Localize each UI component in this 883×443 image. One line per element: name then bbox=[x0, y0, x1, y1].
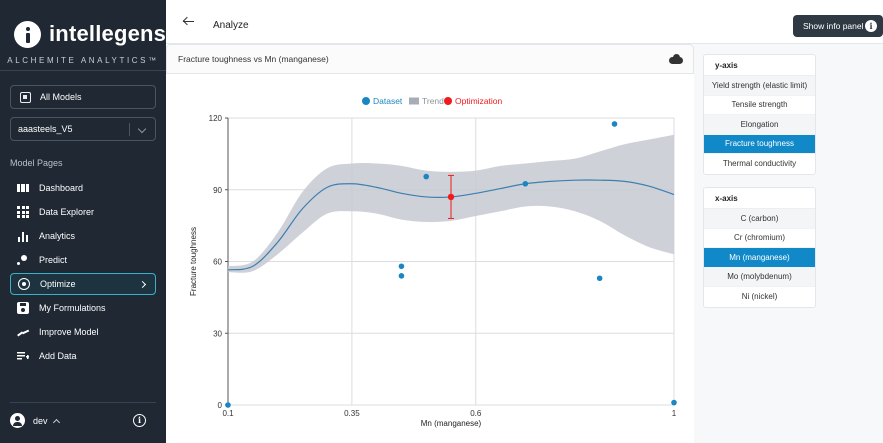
nav-item-analytics[interactable]: Analytics bbox=[10, 225, 156, 247]
nav-item-label: My Formulations bbox=[39, 303, 106, 313]
info-icon: i bbox=[865, 20, 877, 32]
user-name: dev bbox=[33, 415, 48, 426]
scatter-chart[interactable]: 0 30 60 90 120 0.1 0.35 0.6 1 Mn (manganese) Fract… bbox=[166, 74, 694, 443]
select-separator bbox=[129, 123, 130, 136]
chevron-right-icon bbox=[138, 280, 147, 289]
top-bar: Analyze Show info panel i bbox=[166, 0, 883, 44]
all-models-label: All Models bbox=[40, 92, 82, 102]
model-select-value: aaasteels_V5 bbox=[18, 124, 73, 134]
y-axis-heading: y-axis bbox=[704, 55, 815, 76]
grid-icon bbox=[17, 206, 29, 218]
model-pages-heading: Model Pages bbox=[10, 158, 63, 168]
x-tick-label: 0.35 bbox=[344, 409, 360, 418]
nav-item-label: Analytics bbox=[39, 231, 76, 241]
user-menu[interactable]: dev bbox=[10, 413, 60, 428]
nav-item-improve-model[interactable]: Improve Model bbox=[10, 321, 156, 343]
chart-panel-header: Fracture toughness vs Mn (manganese) bbox=[166, 44, 694, 74]
y-axis-label: Fracture toughness bbox=[189, 227, 198, 296]
y-tick-label: 0 bbox=[218, 401, 223, 410]
dataset-point[interactable] bbox=[611, 121, 618, 127]
brand-logo[interactable]: intellegens bbox=[14, 20, 166, 48]
sidebar: intellegens ALCHEMITE ANALYTICS™ All Mod… bbox=[0, 0, 166, 443]
all-models-button[interactable]: All Models bbox=[10, 85, 156, 109]
dataset-point[interactable] bbox=[398, 263, 405, 270]
trend-icon bbox=[17, 326, 29, 338]
intellegens-logo-icon bbox=[14, 20, 41, 48]
x-axis-option[interactable]: C (carbon) bbox=[704, 209, 815, 229]
dataset-point[interactable] bbox=[596, 275, 603, 282]
x-axis-heading: x-axis bbox=[704, 188, 815, 209]
show-info-panel-label: Show info panel bbox=[803, 21, 864, 31]
chart-panel-title: Fracture toughness vs Mn (manganese) bbox=[178, 54, 329, 64]
chevron-down-icon[interactable] bbox=[137, 124, 147, 134]
save-icon bbox=[17, 302, 29, 314]
nav-item-predict[interactable]: Predict bbox=[10, 249, 156, 271]
predict-icon bbox=[17, 254, 29, 266]
dataset-point[interactable] bbox=[423, 173, 430, 180]
x-tick-label: 1 bbox=[672, 409, 677, 418]
nav-item-label: Add Data bbox=[39, 351, 77, 361]
sidebar-divider bbox=[10, 402, 156, 403]
y-tick-label: 60 bbox=[213, 258, 222, 267]
nav-item-my-formulations[interactable]: My Formulations bbox=[10, 297, 156, 319]
nav-item-optimize[interactable]: Optimize bbox=[10, 273, 156, 295]
nav-item-label: Improve Model bbox=[39, 327, 99, 337]
user-avatar-icon bbox=[10, 413, 25, 428]
dataset-point[interactable] bbox=[398, 273, 405, 279]
y-tick-label: 30 bbox=[213, 329, 222, 338]
add-data-icon bbox=[17, 350, 29, 362]
legend-dataset-marker bbox=[362, 97, 370, 105]
info-icon[interactable]: i bbox=[133, 414, 146, 427]
dataset-point[interactable] bbox=[522, 180, 529, 187]
x-tick-label: 0.1 bbox=[222, 409, 234, 418]
x-axis-option-selected[interactable]: Mn (manganese) bbox=[704, 248, 815, 268]
y-tick-label: 120 bbox=[209, 114, 223, 123]
y-axis-option[interactable]: Thermal conductivity bbox=[722, 159, 797, 169]
x-axis-option[interactable]: Ni (nickel) bbox=[741, 292, 778, 302]
cloud-download-icon[interactable] bbox=[669, 54, 683, 64]
back-arrow-icon[interactable] bbox=[183, 17, 195, 27]
bar-chart-icon bbox=[17, 230, 29, 242]
legend-optimization-marker bbox=[444, 97, 452, 105]
target-icon bbox=[18, 278, 30, 290]
x-axis-option[interactable]: Mo (molybdenum) bbox=[704, 267, 815, 287]
brand-tagline: ALCHEMITE ANALYTICS™ bbox=[7, 56, 159, 65]
x-axis-option[interactable]: Cr (chromium) bbox=[704, 229, 815, 248]
x-tick-label: 0.6 bbox=[470, 409, 482, 418]
x-axis-selector: x-axis C (carbon) Cr (chromium) Mn (mang… bbox=[703, 187, 816, 308]
legend-dataset-label[interactable]: Dataset bbox=[373, 96, 403, 106]
y-axis-option[interactable]: Elongation bbox=[704, 115, 815, 135]
nav-item-data-explorer[interactable]: Data Explorer bbox=[10, 201, 156, 223]
nav-item-label: Optimize bbox=[40, 279, 76, 289]
chevron-up-icon bbox=[52, 418, 60, 426]
y-tick-label: 90 bbox=[213, 186, 222, 195]
nav-item-add-data[interactable]: Add Data bbox=[10, 345, 156, 367]
show-info-panel-button[interactable]: Show info panel i bbox=[793, 15, 883, 37]
nav-item-label: Data Explorer bbox=[39, 207, 95, 217]
dataset-point[interactable] bbox=[225, 402, 231, 408]
dashboard-icon bbox=[17, 182, 29, 194]
optimization-point[interactable] bbox=[447, 193, 455, 201]
legend-trend-marker bbox=[409, 97, 419, 105]
nav-item-dashboard[interactable]: Dashboard bbox=[10, 177, 156, 199]
legend-optimization-label[interactable]: Optimization bbox=[455, 96, 503, 106]
nav-item-label: Dashboard bbox=[39, 183, 84, 193]
y-axis-option-selected[interactable]: Fracture toughness bbox=[704, 134, 815, 154]
y-axis-option[interactable]: Tensile strength bbox=[704, 96, 815, 115]
chip-icon bbox=[20, 91, 31, 103]
dataset-point[interactable] bbox=[671, 399, 677, 406]
sidebar-divider bbox=[0, 70, 166, 71]
x-axis-label: Mn (manganese) bbox=[421, 419, 482, 428]
chart-area: 0 30 60 90 120 0.1 0.35 0.6 1 Mn (manganese) Fract… bbox=[166, 74, 694, 443]
legend-trend-label[interactable]: Trend bbox=[422, 96, 444, 106]
y-axis-option[interactable]: Yield strength (elastic limit) bbox=[704, 76, 815, 96]
brand-name: intellegens bbox=[49, 21, 167, 46]
page-title: Analyze bbox=[213, 20, 249, 31]
y-axis-selector: y-axis Yield strength (elastic limit) Te… bbox=[703, 54, 816, 175]
model-select[interactable]: aaasteels_V5 bbox=[10, 117, 156, 141]
chart-panel: Fracture toughness vs Mn (manganese) 0 30… bbox=[166, 44, 694, 443]
nav-item-label: Predict bbox=[39, 255, 68, 265]
